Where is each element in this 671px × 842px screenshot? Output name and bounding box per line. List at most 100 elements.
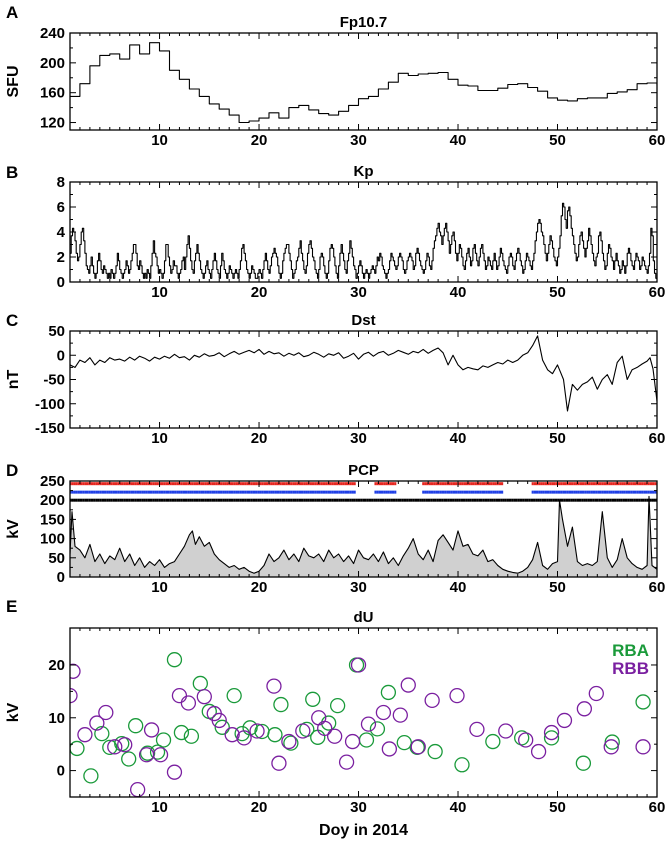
coverage-dot [174, 490, 177, 494]
scatter-point-rbb [518, 732, 534, 748]
scatter-point-rba [485, 733, 501, 750]
coverage-dot [483, 482, 486, 486]
coverage-dot [576, 498, 580, 502]
coverage-dot [152, 482, 155, 486]
coverage-dot [252, 482, 256, 486]
scatter-point-rba [358, 732, 375, 748]
coverage-dot [136, 498, 140, 502]
coverage-dot [95, 482, 98, 486]
coverage-dot [318, 498, 321, 502]
coverage-dot [95, 498, 98, 502]
coverage-dot [644, 498, 647, 502]
coverage-dot [538, 482, 541, 486]
coverage-dot [391, 482, 395, 486]
coverage-dot [270, 490, 273, 494]
coverage-dot [452, 490, 456, 494]
coverage-dot [141, 490, 144, 494]
coverage-dot [119, 482, 122, 486]
scatter-point-rba [214, 719, 230, 735]
coverage-dot [571, 482, 574, 486]
scatter-point-rbb [70, 663, 81, 679]
coverage-dot [595, 482, 598, 486]
coverage-dot [474, 482, 477, 486]
scatter-point-rbb [424, 692, 440, 709]
coverage-dot [274, 498, 277, 502]
coverage-dot [211, 490, 214, 494]
data-layer-a [70, 42, 657, 124]
coverage-dot [522, 498, 525, 502]
coverage-dot [496, 490, 499, 494]
x-tick-label: 50 [549, 284, 566, 301]
scatter-point-rbb [556, 712, 573, 729]
coverage-dot [193, 490, 196, 494]
coverage-dot [588, 490, 591, 494]
dot-row-0 [70, 482, 657, 486]
scatter-point-rbb [271, 755, 287, 771]
coverage-dot [376, 490, 379, 494]
coverage-dot [565, 498, 569, 502]
coverage-dot [71, 482, 74, 486]
coverage-dot [147, 490, 150, 494]
coverage-dot [261, 482, 264, 486]
coverage-dot [631, 498, 634, 502]
coverage-dot [422, 490, 425, 494]
coverage-dot [560, 482, 563, 486]
coverage-dot [246, 498, 249, 502]
coverage-dot [106, 490, 109, 494]
coverage-dot [112, 482, 115, 486]
x-tick-label: 40 [450, 284, 467, 301]
coverage-dot [627, 490, 631, 494]
coverage-dot [117, 490, 120, 494]
coverage-dot [551, 490, 554, 494]
coverage-dot [104, 490, 107, 494]
coverage-dot [182, 490, 186, 494]
coverage-dot [272, 498, 275, 502]
panel-letter: A [6, 3, 18, 22]
coverage-dot [649, 498, 652, 502]
x-tick-label: 50 [549, 430, 566, 447]
scatter-point-rbb [350, 657, 367, 673]
scatter-point-rbb [295, 723, 311, 739]
panel-title: dU [354, 609, 374, 626]
y-tick-label: 200 [40, 492, 65, 509]
coverage-dot [492, 482, 495, 486]
coverage-dot [73, 490, 76, 494]
coverage-dot [209, 498, 212, 502]
coverage-dot [623, 490, 626, 494]
coverage-dot [134, 482, 137, 486]
coverage-dot [189, 498, 192, 502]
coverage-dot [585, 498, 588, 502]
coverage-dot [241, 490, 245, 494]
coverage-dot [119, 490, 122, 494]
coverage-dot [318, 482, 321, 486]
coverage-dot [386, 498, 389, 502]
coverage-dot [141, 482, 144, 486]
coverage-dot [84, 490, 87, 494]
scatter-point-rba [310, 729, 326, 745]
coverage-dot [378, 482, 382, 486]
coverage-dot [178, 490, 181, 494]
coverage-dot [489, 498, 492, 502]
y-tick-label: 8 [57, 174, 65, 191]
coverage-dot [294, 482, 297, 486]
coverage-dot [112, 498, 115, 502]
coverage-dot [200, 482, 203, 486]
coverage-dot [239, 498, 242, 502]
coverage-dot [511, 498, 514, 502]
coverage-dot [515, 498, 518, 502]
coverage-dot [195, 490, 199, 494]
coverage-dot [524, 498, 527, 502]
coverage-dot [270, 482, 273, 486]
legend-label-rba: RBA [612, 641, 649, 660]
coverage-dot [579, 490, 582, 494]
coverage-dot [198, 498, 201, 502]
coverage-dot [555, 482, 558, 486]
coverage-dot [353, 490, 356, 494]
x-tick-label: 60 [649, 430, 666, 447]
coverage-dot [590, 490, 593, 494]
y-tick-label: 250 [40, 473, 65, 490]
coverage-dot [389, 490, 392, 494]
coverage-dot [257, 490, 260, 494]
coverage-dot [461, 490, 464, 494]
coverage-dot [77, 482, 80, 486]
